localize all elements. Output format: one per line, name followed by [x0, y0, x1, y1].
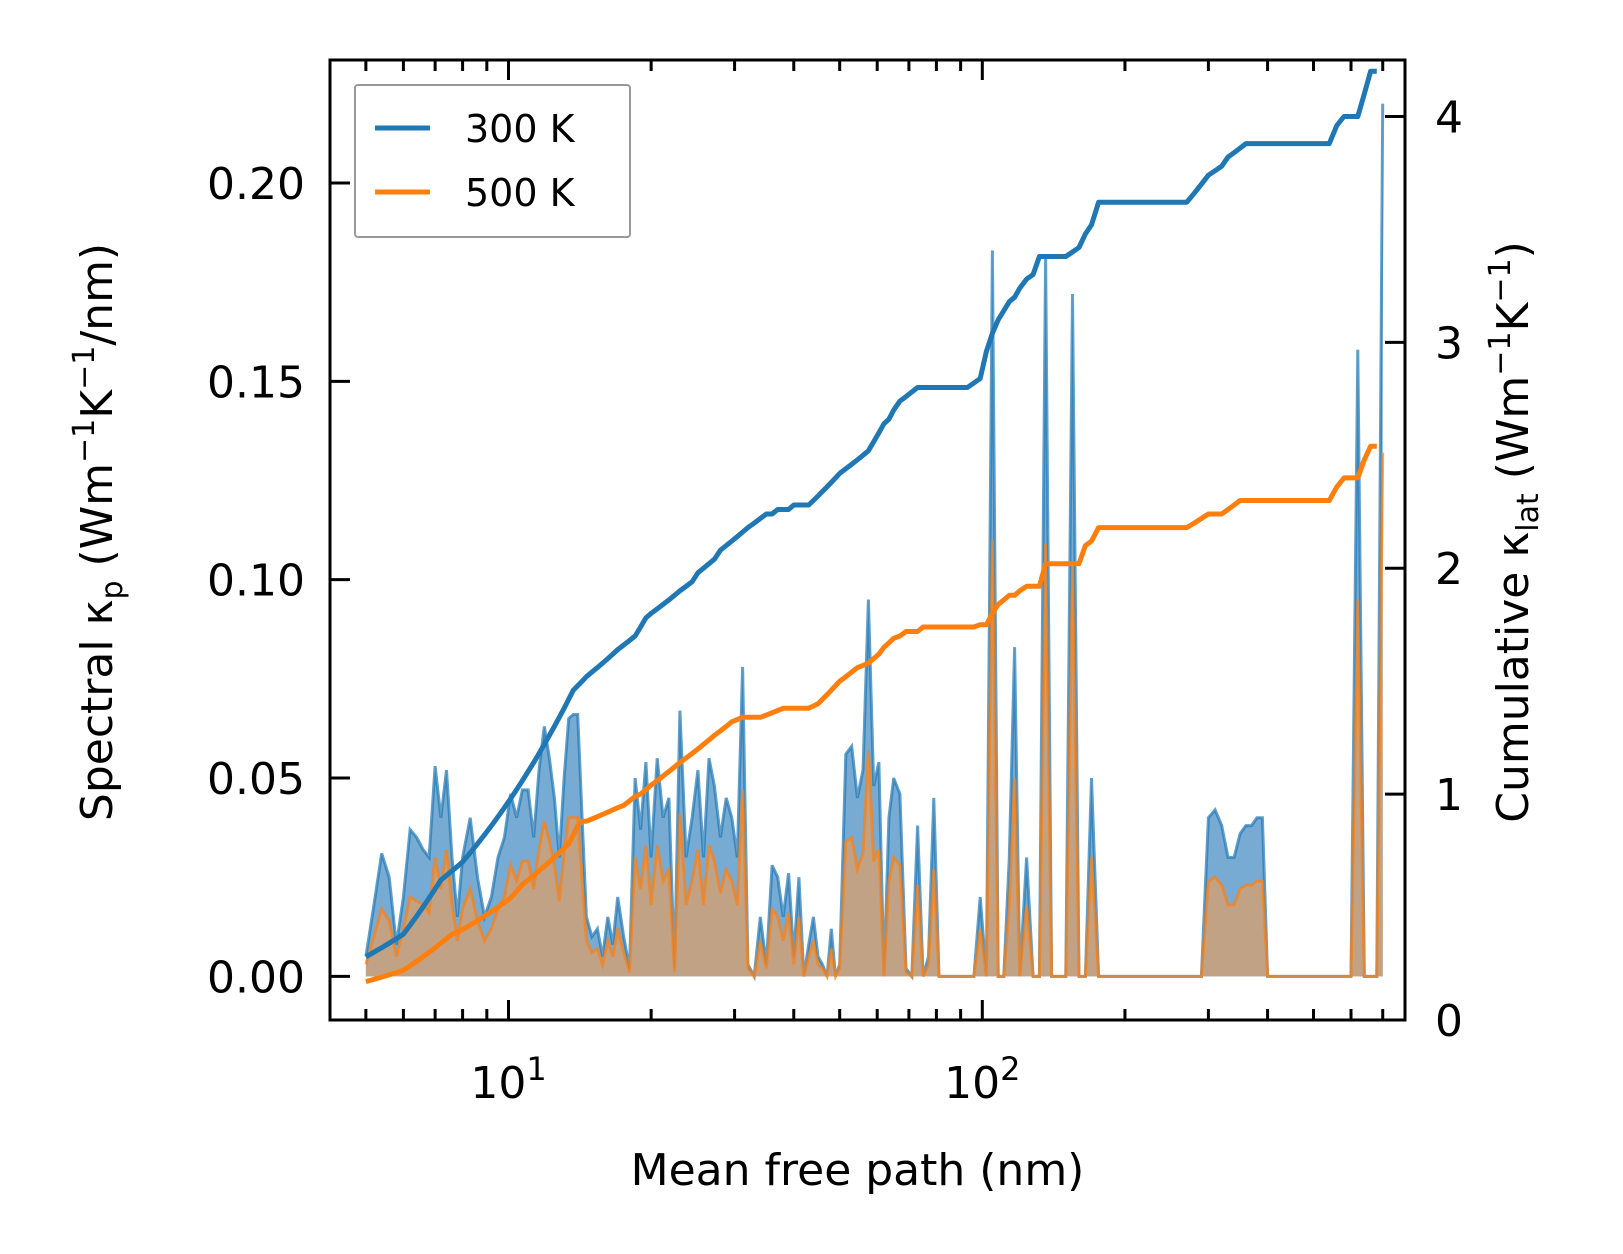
- x-tick-label: 102: [944, 1050, 1020, 1109]
- axes: [328, 58, 1407, 1022]
- label-units: /nm): [72, 243, 123, 346]
- label-units: (Wm: [1488, 376, 1539, 494]
- x-tick-exponent: 2: [1000, 1050, 1020, 1088]
- label-main: Spectral κ: [72, 600, 123, 822]
- y-right-tick-label: 3: [1435, 318, 1463, 369]
- legend-box: [354, 84, 631, 238]
- label-superscript: −1: [1483, 258, 1518, 302]
- label-subscript: lat: [1511, 493, 1546, 532]
- label-subscript: p: [95, 580, 130, 599]
- y-axis-label-right: Cumulative κlat (Wm−1K−1): [1483, 241, 1546, 823]
- label-units: K: [1488, 301, 1539, 331]
- y-right-tick-label: 1: [1435, 770, 1463, 821]
- y-left-tick-label: 0.15: [207, 357, 305, 408]
- y-right-tick-label: 2: [1435, 544, 1463, 595]
- cumulative-line-500k: [365, 443, 1377, 985]
- plot-area: [364, 68, 1385, 985]
- y-right-tick-label: 0: [1435, 996, 1463, 1047]
- label-units: K: [72, 389, 123, 419]
- x-tick-label: 101: [470, 1050, 546, 1109]
- label-units: ): [1488, 241, 1539, 258]
- y-left-tick-label: 0.10: [207, 556, 305, 607]
- x-tick-base: 10: [470, 1058, 526, 1109]
- y-left-tick-label: 0.20: [207, 159, 305, 210]
- y-left-tick-label: 0.05: [207, 754, 305, 805]
- y-left-tick-label: 0.00: [207, 952, 305, 1003]
- legend-label: 500 K: [465, 171, 576, 215]
- label-superscript: −1: [1483, 331, 1518, 375]
- x-axis-label: Mean free path (nm): [631, 1145, 1085, 1196]
- label-superscript: −1: [67, 419, 102, 463]
- y-right-tick-label: 4: [1435, 92, 1463, 143]
- label-main: Cumulative κ: [1488, 532, 1539, 823]
- legend: 300 K 500 K: [354, 84, 631, 238]
- legend-label: 300 K: [465, 107, 576, 151]
- spectral-line-500k: [364, 452, 1385, 982]
- label-superscript: −1: [67, 346, 102, 390]
- label-units: (Wm: [72, 463, 123, 581]
- x-tick-base: 10: [944, 1058, 1000, 1109]
- axes-frame: [328, 58, 1407, 1022]
- cumulative-line-300k: [364, 68, 1377, 959]
- y-axis-label-left: Spectral κp (Wm−1K−1/nm): [67, 243, 130, 821]
- spectral-fill-300k: [365, 103, 1383, 977]
- x-tick-exponent: 1: [526, 1050, 546, 1088]
